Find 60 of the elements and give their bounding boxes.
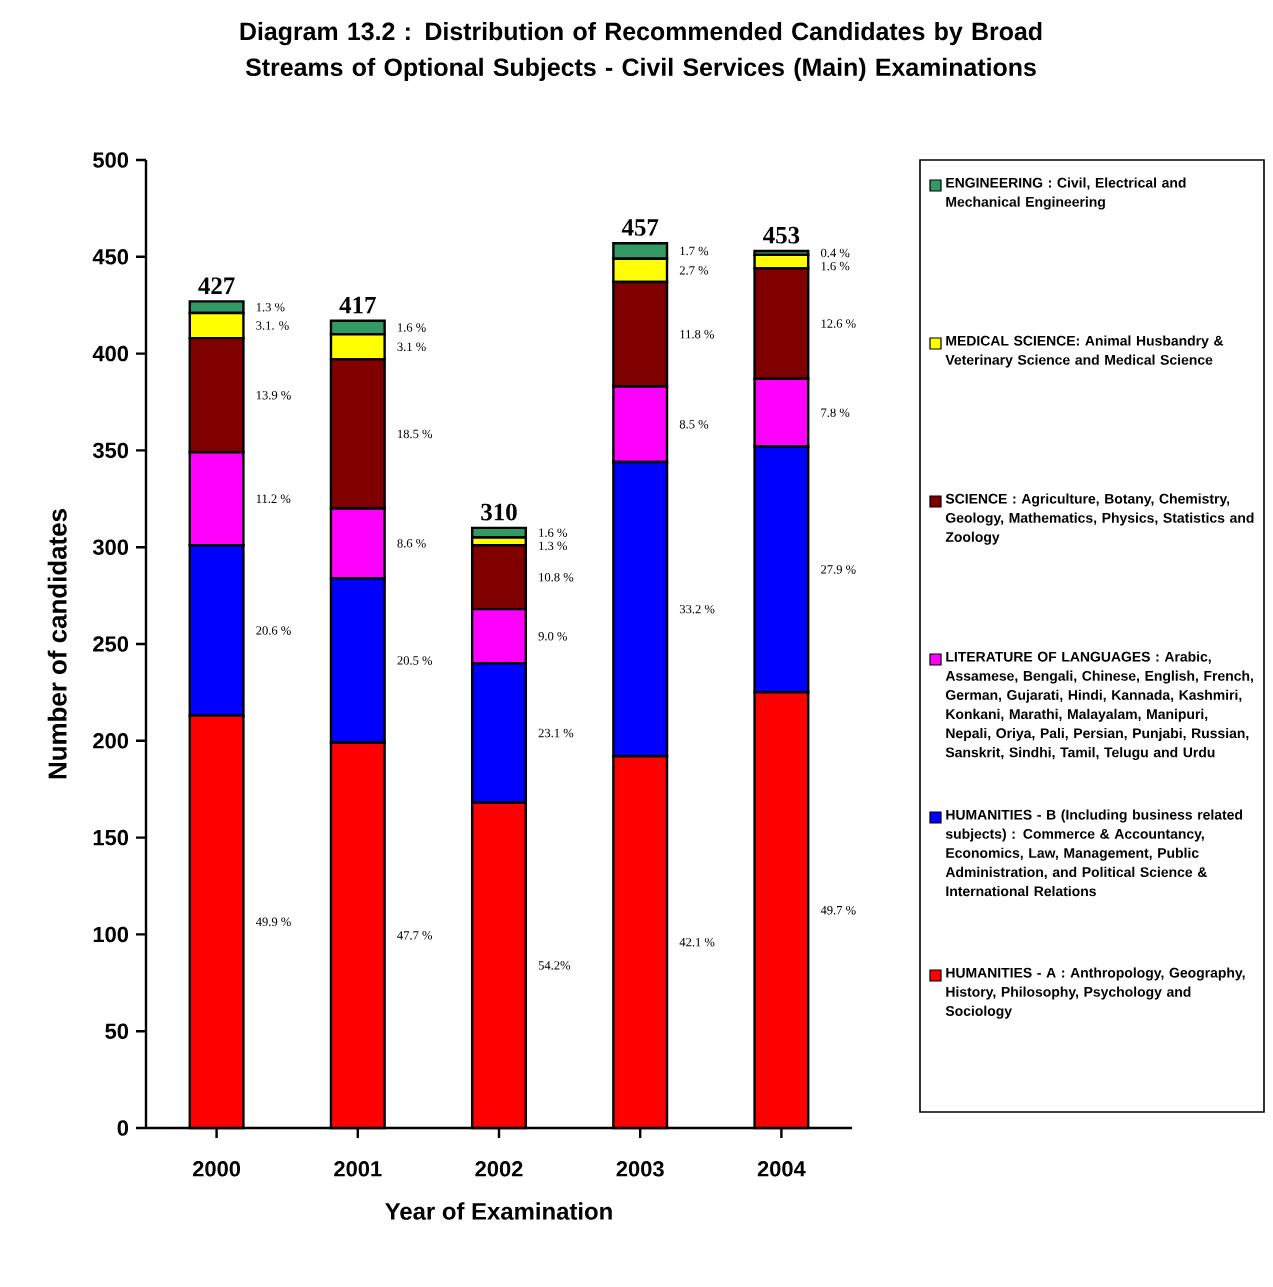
annotation: 49.9 % [255,917,291,927]
x-tick-label: 2001 [334,1161,382,1177]
annotation: 27.9 % [821,565,856,574]
x-tick-label: 2000 [192,1161,241,1177]
y-tick-label: 150 [93,829,129,846]
annotation: 11.8 % [680,329,714,339]
annotation: 11.2 % [256,494,291,504]
annotation: 47.7 % [397,931,433,940]
annotation: 9.0 % [538,632,567,641]
legend-label: ENGINEERING : Civil, Electrical and Mechanical Engineering [946,177,1186,210]
y-tick-label: 50 [105,1023,129,1039]
annotation: 7.8 % [821,408,850,417]
annotation: 13.9 % [256,390,291,400]
y-tick-label: 300 [92,539,129,555]
x-tick-label: 2002 [475,1161,523,1177]
y-axis-title: Number of candidates [47,509,67,779]
x-tick-label: 2003 [616,1161,664,1177]
y-tick-label: 350 [92,442,129,459]
annotation: 20.5 % [397,656,433,665]
annotation: 54.2% [538,961,571,970]
legend-label: LITERATURE OF LANGUAGES : Arabic, Assamese, Bengali, Chinese, English, French, German, Gujarati, Hindi, Kannada, Kashmiri, Konkani, Marathi, Malayalam, Manipuri, Nepali, Oriya, Pali, Persian, Punjabi, Russian, Sanskrit, Sindhi, Tamil, Telugu and Urdu [945,651,1253,761]
annotation: 10.8 % [539,572,574,582]
annotation: 33.2 % [679,604,715,614]
annotation: 2.7 % [679,266,709,275]
annotation: 20.6 % [256,626,291,635]
total-label: 453 [763,226,800,244]
annotation: 8.6 % [397,539,426,548]
annotation: 1.3 % [256,302,285,312]
annotation: 18.5 % [398,429,433,439]
annotation: 12.6 % [821,319,856,328]
annotation: 8.5 % [679,420,709,429]
annotation: 3.1. % [256,321,289,330]
annotation: 1.6 % [398,323,426,332]
y-tick-label: 450 [92,249,129,265]
chart-title: Diagram 13.2 : Distribution of Recommended Candidates by Broad Streams of Optional Subjects - Civil Services (Main) Examinations [240,21,1042,81]
legend-label: MEDICAL SCIENCE: Animal Husbandry & Veterinary Science and Medical Science [945,335,1224,368]
annotation: 1.6 % [539,528,567,537]
y-tick-label: 250 [93,636,129,652]
y-tick-label: 500 [93,152,129,168]
annotation: 23.1 % [538,728,574,738]
annotation: 0.4 % [820,248,850,258]
annotation: 3.1 % [397,342,426,352]
y-tick-label: 200 [93,733,129,749]
legend-label: HUMANITIES - B (Including business related subjects) : Commerce & Accountancy, Economics, Law, Management, Public Administration, and Political Science & International Relations [945,809,1243,897]
y-tick-label: 400 [92,345,129,362]
annotation: 1.7 % [680,246,709,256]
total-label: 310 [481,503,517,521]
legend-label: SCIENCE : Agriculture, Botany, Chemistry, Geology, Mathematics, Physics, Statistics and Zoology [945,493,1254,545]
annotation: 49.7 % [820,905,856,915]
x-axis-title: Year of Examination [385,1202,612,1220]
y-tick-label: 0 [117,1120,129,1136]
annotation: 42.1 % [679,937,715,947]
legend-label: HUMANITIES - A : Anthropology, Geography, History, Philosophy, Psychology and Sociology [945,967,1245,1019]
y-tick-label: 100 [93,926,129,943]
total-label: 457 [621,219,659,236]
annotation: 1.6 % [821,261,850,271]
total-label: 427 [198,277,235,294]
annotation: 1.3 % [539,541,567,551]
total-label: 417 [339,296,376,314]
x-tick-label: 2004 [757,1161,806,1177]
